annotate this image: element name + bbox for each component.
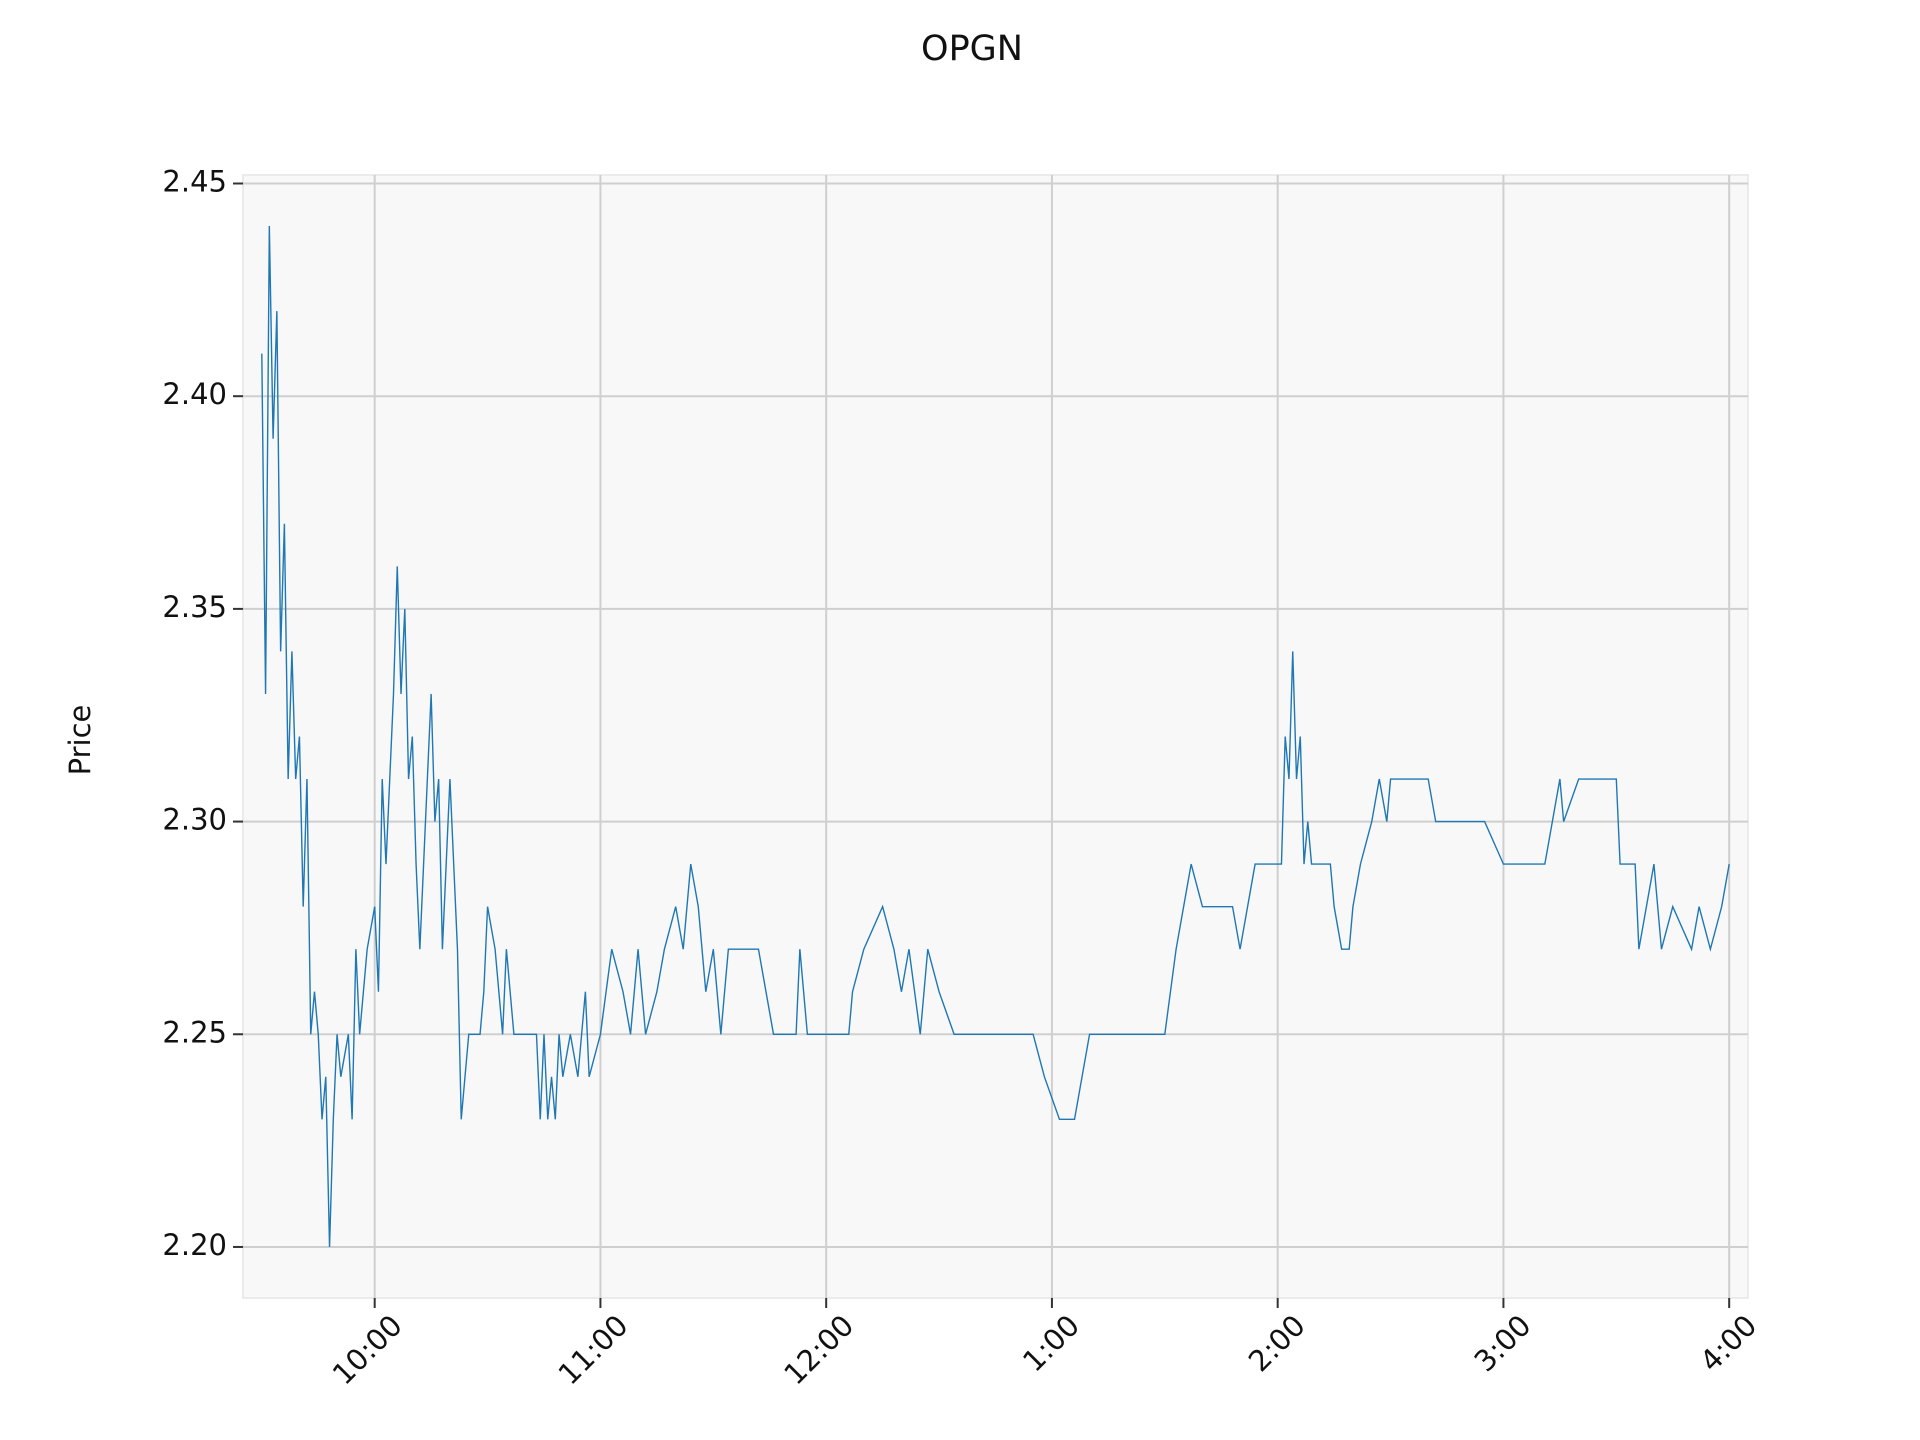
x-tick-label: 10:00 (326, 1308, 409, 1391)
plot-area (242, 174, 1749, 1299)
y-tick-label: 2.45 (162, 165, 227, 199)
x-tick-label: 3:00 (1468, 1308, 1538, 1378)
x-tick-label: 1:00 (1016, 1308, 1086, 1378)
x-tick-label: 2:00 (1242, 1308, 1312, 1378)
y-tick-label: 2.35 (162, 590, 227, 624)
y-tick-label: 2.40 (162, 377, 227, 411)
y-tick-label: 2.30 (162, 803, 227, 837)
y-axis-label: Price (63, 705, 97, 776)
y-tick-label: 2.25 (162, 1015, 227, 1049)
x-tick-label: 11:00 (552, 1308, 635, 1391)
y-tick-label: 2.20 (162, 1228, 227, 1262)
x-tick-label: 4:00 (1693, 1308, 1763, 1378)
price-line (261, 226, 1730, 1247)
x-tick-label: 12:00 (777, 1308, 860, 1391)
chart-title: OPGN (921, 29, 1023, 69)
